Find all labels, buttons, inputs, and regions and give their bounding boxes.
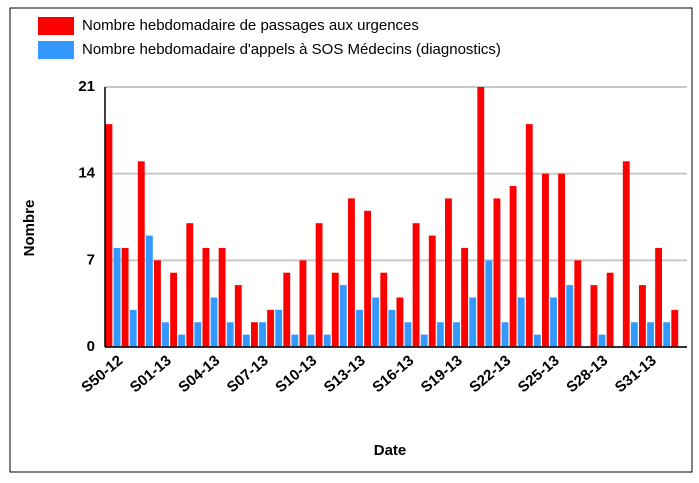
legend-swatch xyxy=(38,41,74,59)
bar xyxy=(428,235,436,347)
bar xyxy=(533,334,541,347)
bar xyxy=(671,309,679,347)
bar xyxy=(590,285,598,347)
bar xyxy=(647,322,654,347)
legend-label: Nombre hebdomadaire de passages aux urge… xyxy=(82,17,419,34)
bar xyxy=(210,297,218,347)
bar xyxy=(655,247,663,347)
bar xyxy=(202,247,210,347)
bar xyxy=(380,272,388,347)
bar xyxy=(509,186,517,347)
bar xyxy=(420,334,428,347)
bar xyxy=(154,260,161,347)
bar xyxy=(404,322,412,347)
bar xyxy=(339,285,347,347)
bar xyxy=(137,161,145,347)
y-tick-label: 14 xyxy=(78,165,95,182)
bar xyxy=(291,334,299,347)
bar xyxy=(331,272,339,347)
y-tick-label: 7 xyxy=(87,251,95,268)
bar xyxy=(477,87,485,347)
bar xyxy=(396,297,404,347)
bar xyxy=(436,322,444,347)
y-axis-title: Nombre xyxy=(21,200,38,257)
x-axis-title: Date xyxy=(374,442,407,459)
bar xyxy=(242,334,250,347)
bar xyxy=(566,285,574,347)
bar xyxy=(550,297,557,347)
bar xyxy=(315,223,323,347)
bar xyxy=(606,272,614,347)
bar xyxy=(372,297,380,347)
bar xyxy=(461,247,469,347)
bar xyxy=(323,334,331,347)
bar xyxy=(445,198,452,347)
bar xyxy=(622,161,630,347)
bar xyxy=(542,173,549,347)
bar xyxy=(105,124,113,348)
bar xyxy=(145,235,153,347)
bar xyxy=(412,223,420,347)
bar xyxy=(356,309,363,347)
bar xyxy=(517,297,525,347)
bar xyxy=(493,198,501,347)
bar xyxy=(639,285,646,347)
bar xyxy=(218,247,226,347)
bar xyxy=(453,322,460,347)
bar xyxy=(299,260,307,347)
bar xyxy=(113,247,121,347)
bar xyxy=(186,223,194,347)
y-tick-label: 0 xyxy=(87,338,95,355)
y-tick-label: 21 xyxy=(78,78,95,95)
bar xyxy=(121,247,129,347)
legend-label: Nombre hebdomadaire d'appels à SOS Médec… xyxy=(82,41,501,58)
bar xyxy=(469,297,477,347)
bar xyxy=(162,322,169,347)
bar xyxy=(348,198,355,347)
bar xyxy=(501,322,509,347)
bar xyxy=(226,322,234,347)
bar xyxy=(364,210,372,347)
bar xyxy=(388,309,396,347)
bar xyxy=(630,322,638,347)
bar xyxy=(170,272,178,347)
bar xyxy=(194,322,202,347)
bar xyxy=(129,309,137,347)
bar xyxy=(307,334,315,347)
legend-swatch xyxy=(38,17,74,35)
bar xyxy=(558,173,566,347)
bar xyxy=(275,309,283,347)
bar xyxy=(259,322,266,347)
bar xyxy=(267,309,275,347)
bar xyxy=(485,260,493,347)
bar xyxy=(663,322,671,347)
bar xyxy=(234,285,242,347)
bar xyxy=(178,334,186,347)
bar xyxy=(251,322,258,347)
bar xyxy=(598,334,606,347)
bar xyxy=(525,124,533,348)
bar xyxy=(574,260,582,347)
bar xyxy=(283,272,291,347)
